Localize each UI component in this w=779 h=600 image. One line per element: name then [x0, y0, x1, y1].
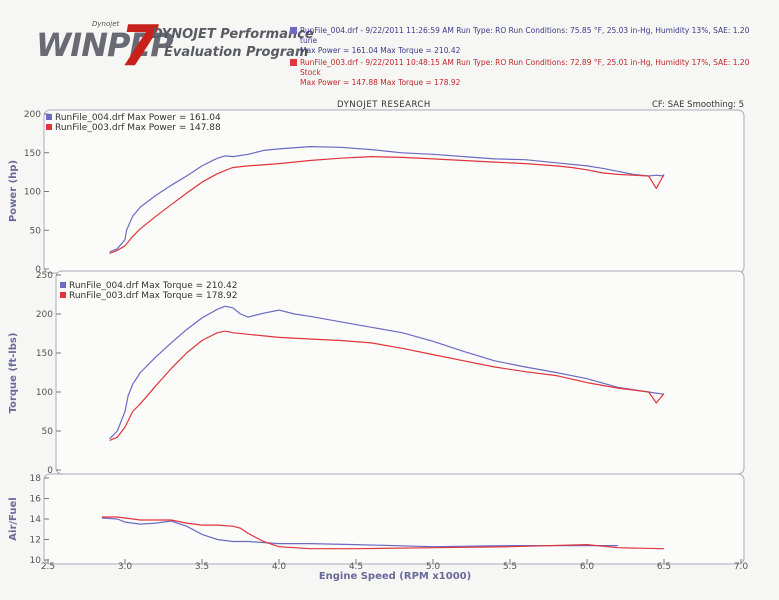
y-tick-label: 150: [24, 149, 41, 159]
legend-swatch: [60, 292, 66, 298]
chart-panel-1: 0 50 100 150 200 Power (hp) RunFile_004.drf Ma…: [8, 109, 745, 275]
run-line1: RunFile_003.drf - 9/22/2011 10:48:15 AM …: [300, 58, 750, 67]
series-line-1: [109, 305, 665, 440]
y-tick-label: 18: [30, 474, 42, 484]
legend-entry: RunFile_004.drf Max Torque = 210.42: [69, 281, 238, 291]
winpep-logo: Dynojet WINPEP 7: [36, 14, 174, 79]
x-tick-label: 5.5: [503, 562, 517, 572]
x-tick-label: 3.5: [195, 562, 209, 572]
legend-swatch: [60, 282, 66, 288]
x-tick-label: 5.0: [426, 562, 441, 572]
series-line-1: [109, 146, 665, 253]
y-tick-label: 150: [36, 349, 53, 359]
run-line3: Max Power = 161.04 Max Torque = 210.42: [300, 46, 461, 55]
chart-panel-3: 10 12 14 16 18 Air/Fuel 2.5 3.0 3.5 4.0 4.5 5.0 5.5 6…: [8, 473, 749, 582]
program-title-line2: Evaluation Program: [164, 45, 309, 60]
legend-entry: RunFile_003.drf Max Torque = 178.92: [69, 291, 238, 301]
legend-entry: RunFile_003.drf Max Power = 147.88: [55, 123, 221, 133]
y-axis-title: Power (hp): [8, 160, 19, 222]
run-line3: Max Power = 147.88 Max Torque = 178.92: [300, 78, 461, 87]
program-title-line1: DYNOJET Performance: [152, 27, 314, 42]
series-line-1: [101, 517, 618, 548]
x-tick-label: 2.5: [41, 562, 55, 572]
y-axis-title: Torque (ft-lbs): [8, 333, 19, 414]
plot-frame: [55, 270, 745, 475]
x-tick-label: 4.0: [272, 562, 287, 572]
run-swatch-2: [290, 59, 297, 66]
series-line-2: [109, 330, 665, 441]
y-tick-label: 14: [30, 515, 42, 525]
y-tick-label: 12: [30, 536, 41, 546]
logo-seven: 7: [120, 14, 159, 79]
y-tick-label: 50: [30, 226, 42, 236]
run-line1: RunFile_004.drf - 9/22/2011 11:26:59 AM …: [300, 26, 750, 35]
y-tick-label: 0: [35, 265, 41, 275]
x-tick-label: 3.0: [118, 562, 133, 572]
y-tick-label: 100: [36, 388, 53, 398]
x-tick-label: 6.0: [580, 562, 595, 572]
run-line2: tune: [300, 36, 318, 45]
x-axis-title: Engine Speed (RPM x1000): [319, 571, 471, 582]
legend-swatch: [46, 124, 52, 130]
y-tick-label: 200: [36, 310, 53, 320]
series-line-2: [101, 516, 665, 550]
y-tick-label: 200: [24, 110, 41, 120]
cf-smoothing-label: CF: SAE Smoothing: 5: [652, 100, 745, 110]
y-axis-title: Air/Fuel: [8, 497, 19, 540]
legend-swatch: [46, 114, 52, 120]
y-tick-label: 16: [30, 495, 42, 505]
y-tick-label: 10: [30, 556, 42, 566]
series-line-2: [109, 156, 665, 255]
dynojet-research-label: DYNOJET RESEARCH: [337, 100, 431, 110]
logo-word: WINPEP: [36, 26, 174, 64]
run-line2: Stock: [300, 68, 321, 77]
y-tick-label: 50: [42, 427, 54, 437]
chart-panel-2: 0 50 100 150 200 250 Torque (ft-lbs) RunFile_00…: [8, 270, 745, 476]
program-title: DYNOJET Performance Evaluation Program: [152, 26, 314, 62]
y-tick-label: 0: [47, 466, 53, 476]
legend-entry: RunFile_004.drf Max Power = 161.04: [55, 113, 221, 123]
logo-small-text: Dynojet: [92, 20, 120, 28]
run-entry-1: RunFile_004.drf - 9/22/2011 11:26:59 AM …: [290, 26, 750, 56]
x-tick-label: 7.0: [734, 562, 749, 572]
y-tick-label: 100: [24, 188, 41, 198]
plot-frame: [43, 109, 745, 274]
x-tick-label: 4.5: [349, 562, 363, 572]
x-tick-label: 6.5: [657, 562, 671, 572]
run-swatch-1: [290, 27, 297, 34]
plot-frame: [43, 473, 745, 565]
y-tick-label: 250: [36, 271, 53, 281]
run-entry-2: RunFile_003.drf - 9/22/2011 10:48:15 AM …: [290, 58, 750, 88]
